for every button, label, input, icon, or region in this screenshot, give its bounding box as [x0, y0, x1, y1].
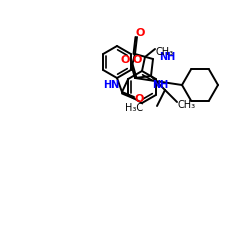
Text: O: O	[132, 55, 142, 65]
Text: H₃C: H₃C	[125, 103, 143, 113]
Text: NH: NH	[152, 80, 168, 90]
Text: CH₃: CH₃	[156, 47, 174, 57]
Text: HN: HN	[104, 80, 120, 90]
Text: O: O	[120, 55, 130, 65]
Text: CH₃: CH₃	[178, 100, 196, 110]
Text: O: O	[135, 28, 145, 38]
Text: O: O	[134, 94, 144, 104]
Text: NH: NH	[159, 52, 175, 62]
